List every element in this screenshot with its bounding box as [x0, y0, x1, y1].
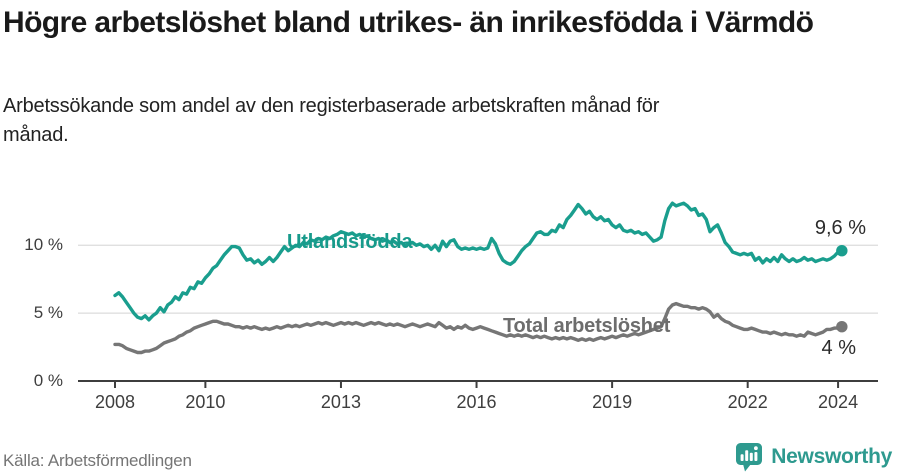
series-end-dot-0: [836, 244, 848, 257]
end-value-label-total: 4 %: [821, 337, 856, 359]
newsworthy-logo-icon: [736, 443, 763, 472]
newsworthy-logo-text: Newsworthy: [771, 444, 892, 468]
x-axis-tick-label: 2010: [185, 392, 226, 412]
x-axis-tick-label: 2013: [320, 392, 361, 412]
x-axis-tick-label: 2019: [592, 392, 633, 412]
x-axis-tick-label: 2016: [456, 392, 497, 412]
source-note: Källa: Arbetsförmedlingen: [3, 451, 192, 470]
x-axis-tick-label: 2024: [818, 392, 859, 412]
series-label-total-arbetsloshet: Total arbetslöshet: [503, 315, 671, 337]
series-label-utlandsfodda: Utlandsfödda: [287, 231, 413, 253]
y-axis-tick-label: 5 %: [33, 303, 63, 323]
page-title: Högre arbetslöshet bland utrikes- än inr…: [3, 6, 814, 39]
y-axis-tick-label: 10 %: [24, 235, 63, 255]
chart-subtitle: Arbetssökande som andel av den registerb…: [3, 95, 660, 146]
end-value-label-utlandsfodda: 9,6 %: [814, 217, 866, 239]
x-axis-tick-label: 2008: [94, 392, 136, 412]
y-axis-tick-label: 0 %: [33, 371, 63, 390]
series-line-0: [113, 201, 844, 322]
newsworthy-logo: Newsworthy: [734, 441, 892, 472]
series-line-1: [113, 301, 844, 355]
x-axis-tick-label: 2022: [727, 392, 768, 412]
series-end-dot-1: [836, 321, 848, 333]
